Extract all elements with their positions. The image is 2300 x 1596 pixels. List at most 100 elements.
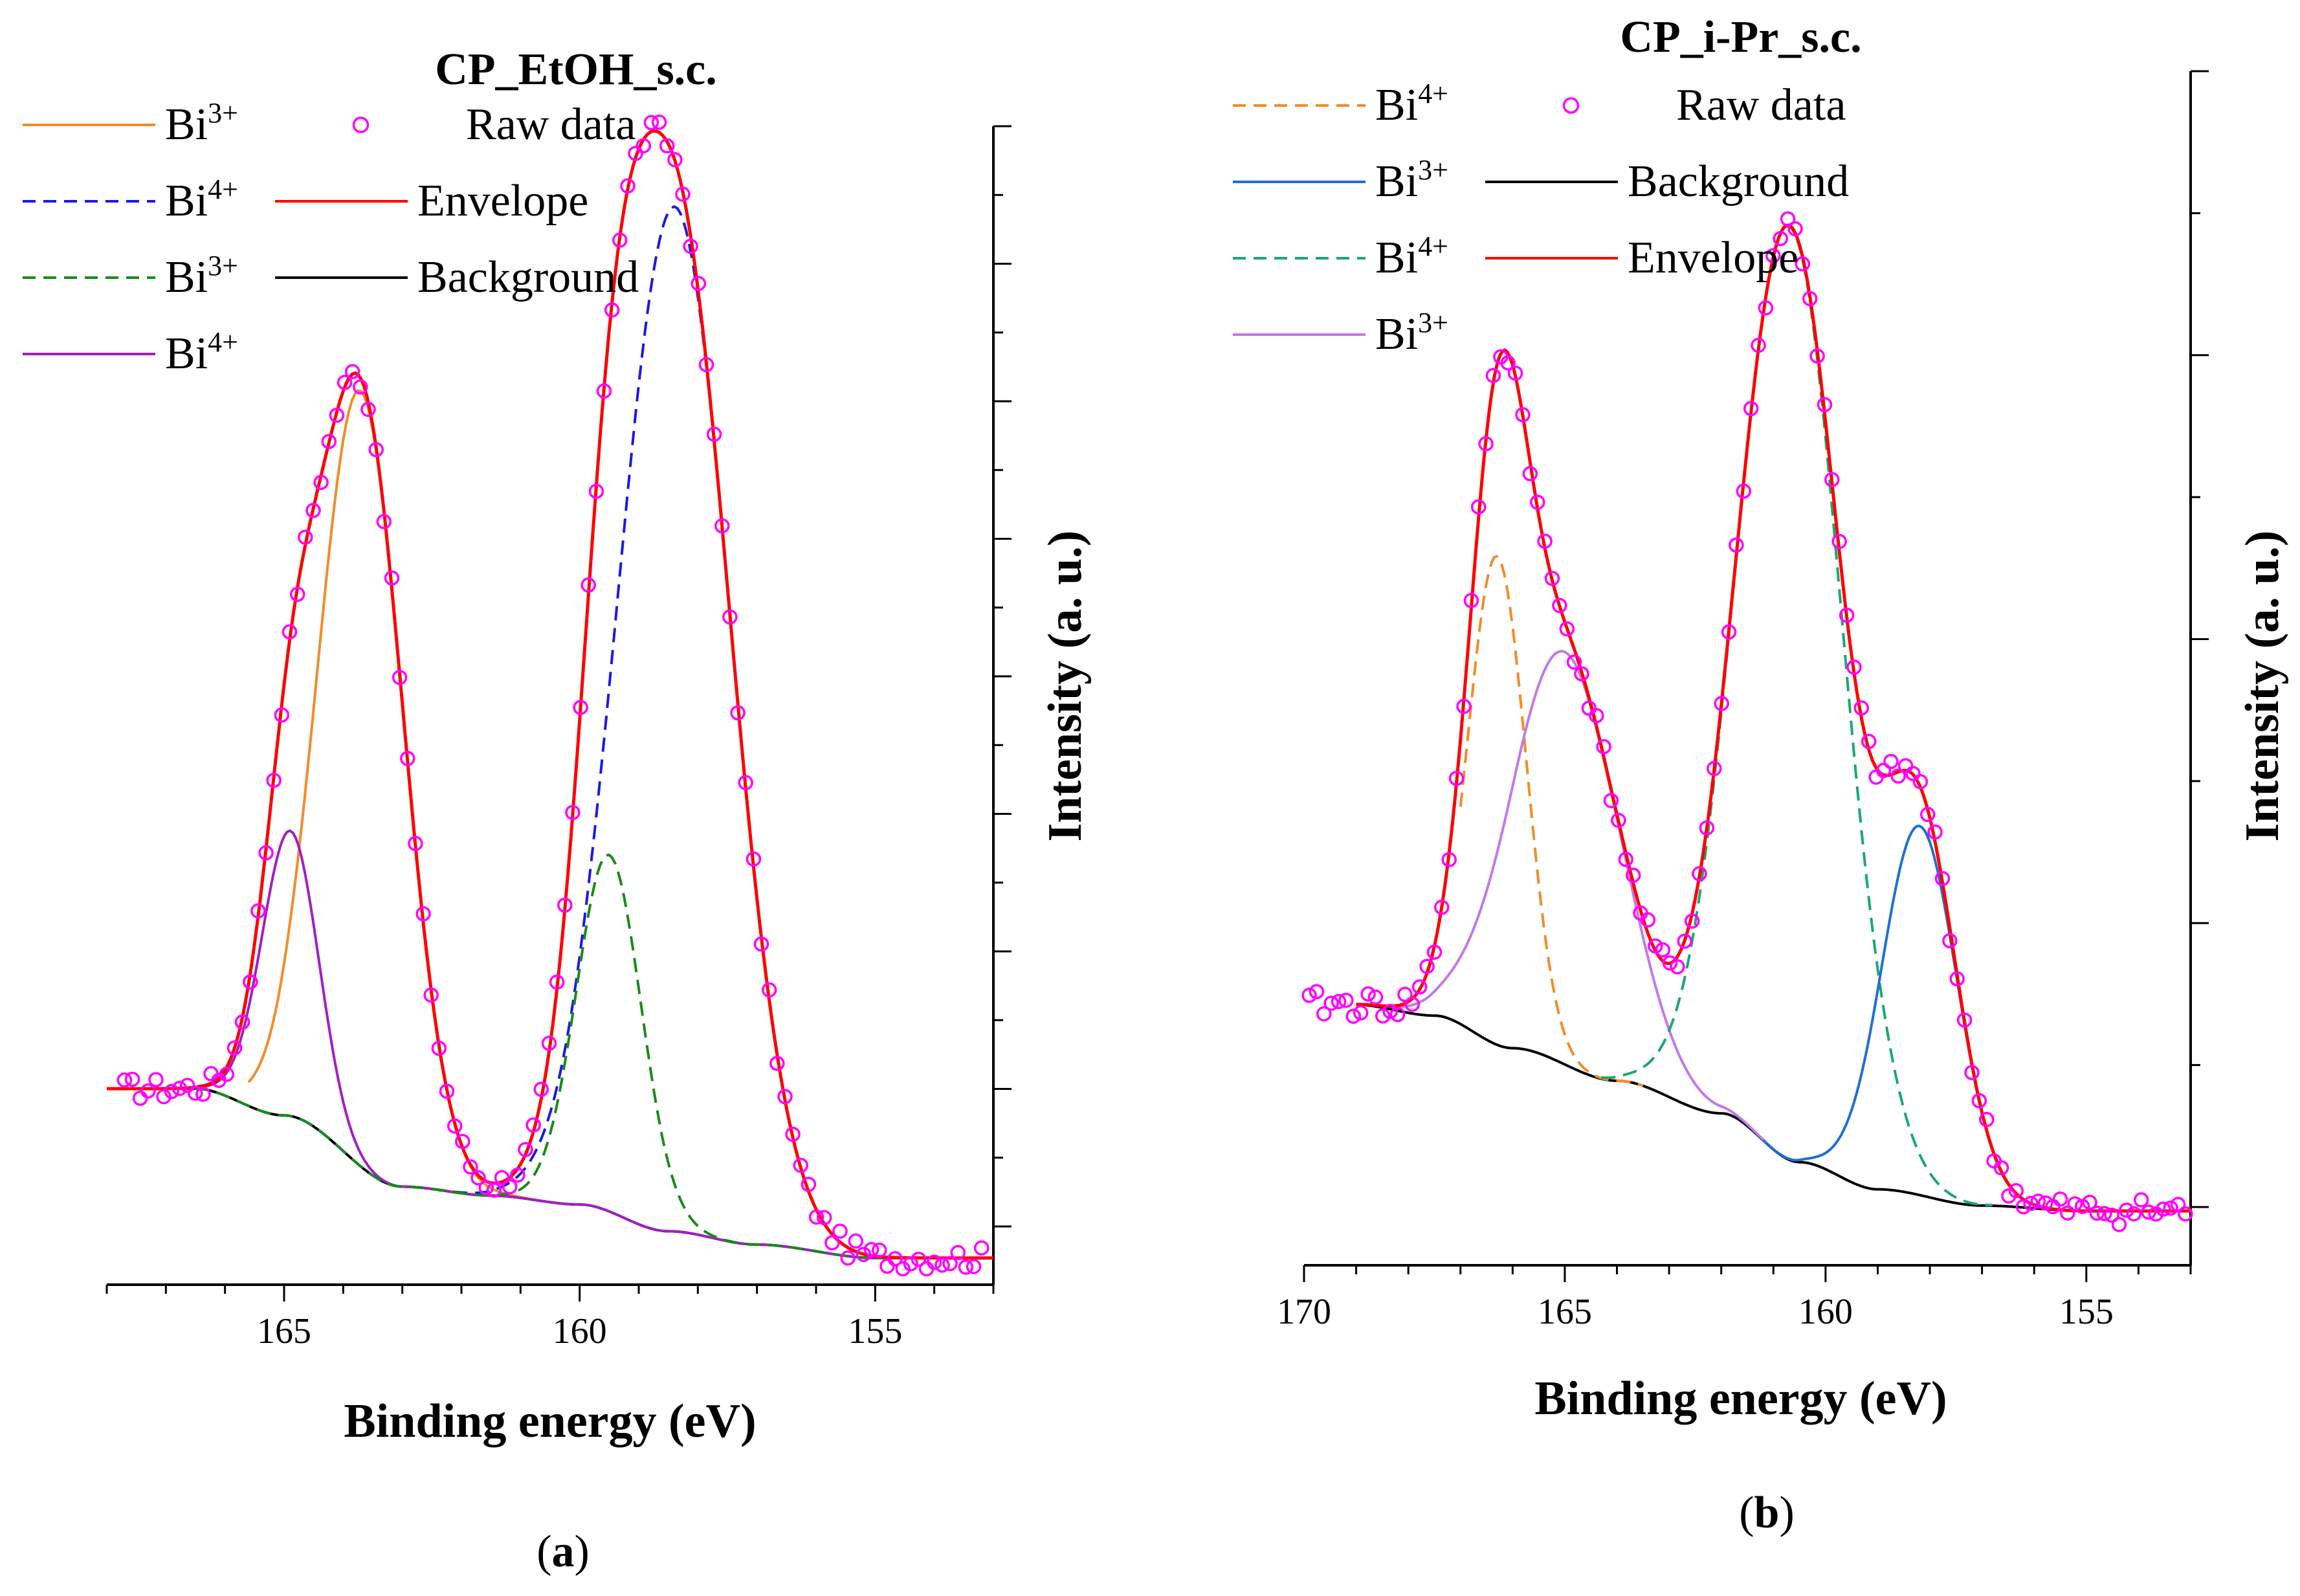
raw-data-point (1530, 494, 1545, 510)
legend-entry-background: Background (1485, 157, 1849, 206)
raw-data-point (565, 804, 581, 821)
y-axis-label-a: Intensity (a. u.) (1039, 530, 1092, 841)
raw-data-point (1875, 762, 1892, 779)
raw-data-point (400, 751, 415, 766)
raw-data-point (824, 1235, 840, 1251)
raw-data-point (337, 375, 353, 390)
series-envelope (107, 129, 993, 1260)
raw-data-point (1640, 912, 1656, 928)
raw-data-point (942, 1256, 958, 1272)
legend-superscript: 4+ (208, 326, 238, 358)
raw-data-point (2052, 1191, 2068, 1207)
raw-data-point (636, 138, 652, 153)
legend-marker (1562, 97, 1580, 114)
raw-data-point (1456, 698, 1472, 715)
panel-letter-a: a (552, 1527, 575, 1577)
x-tick-label: 170 (1277, 1292, 1331, 1332)
raw-data-point (431, 1041, 447, 1056)
raw-data-point (282, 624, 298, 640)
raw-data-point (1537, 533, 1553, 549)
legend-superscript: 3+ (208, 97, 238, 129)
raw-data-point (753, 936, 769, 952)
raw-data-point (384, 570, 400, 586)
raw-data-point (1677, 933, 1693, 949)
raw-data-point (879, 1258, 895, 1274)
chart-title-b: CP_i-Pr_s.c. (1620, 12, 1861, 62)
raw-data-point (1485, 368, 1501, 383)
raw-data-point (1971, 1093, 1987, 1109)
legend-text: Raw data (466, 100, 636, 150)
series-bi3_green (107, 853, 993, 1259)
raw-data-point (1824, 472, 1840, 487)
raw-data-point (344, 364, 360, 379)
raw-data-point (1331, 993, 1347, 1010)
raw-data-point (518, 1142, 533, 1157)
raw-data-point (360, 401, 376, 417)
raw-data-point (502, 1179, 518, 1195)
raw-data-point (439, 1083, 455, 1099)
raw-data-point (1375, 1008, 1391, 1024)
raw-data-point (863, 1241, 879, 1258)
raw-data-point (722, 609, 738, 625)
raw-data-point (1522, 466, 1538, 482)
raw-data-point (966, 1259, 982, 1274)
raw-data-point (1389, 1006, 1406, 1023)
chart-title-a: CP_EtOH_s.c. (435, 45, 717, 94)
legend-text: Bi (1375, 157, 1418, 206)
raw-data-point (848, 1233, 864, 1249)
raw-data-point (973, 1240, 990, 1256)
raw-data-point (2156, 1201, 2171, 1217)
raw-data-point (1589, 708, 1604, 724)
legend-label: Envelope (1628, 233, 1798, 283)
raw-data-point (148, 1072, 164, 1087)
raw-data-point (1566, 654, 1582, 670)
raw-data-point (1787, 221, 1803, 237)
raw-data-point (691, 276, 707, 291)
raw-data-point (1795, 256, 1811, 272)
legend-text: Bi (165, 252, 208, 302)
raw-data-point (1441, 852, 1457, 867)
raw-data-point (1360, 986, 1376, 1002)
raw-data-point (1316, 1006, 1332, 1022)
raw-data-point (1993, 1160, 2009, 1176)
legend-entry-bi3_lilac: Bi3+ (1233, 307, 1448, 359)
raw-data-point (628, 146, 643, 161)
raw-data-point (1338, 992, 1354, 1008)
raw-data-point (738, 775, 753, 791)
raw-data-point (643, 115, 659, 131)
raw-data-point (612, 232, 628, 248)
raw-data-point (124, 1071, 140, 1087)
raw-data-point (179, 1078, 195, 1093)
raw-data-point (1419, 959, 1435, 974)
panel-label-a: (a) (536, 1527, 590, 1577)
legend-entry-bi4_purple: Bi4+ (23, 326, 238, 379)
raw-data-point (187, 1085, 203, 1101)
raw-data-point (258, 845, 274, 861)
raw-data-point (1434, 900, 1450, 915)
raw-data-point (620, 178, 636, 194)
raw-data-point (1743, 401, 1759, 417)
raw-data-point (1919, 806, 1936, 823)
raw-data-point (1345, 1008, 1362, 1024)
raw-data-point (1603, 793, 1619, 808)
raw-data-point (887, 1251, 903, 1267)
raw-data-point (274, 707, 290, 723)
raw-data-point (494, 1169, 510, 1186)
raw-data-point (1780, 211, 1796, 227)
y-axis-label-b: Intensity (a. u.) (2236, 530, 2289, 841)
raw-data-point (415, 906, 431, 922)
legend-entry-raw: Raw data (1562, 80, 1846, 130)
legend-text: Bi (165, 100, 208, 150)
raw-data-point (1426, 944, 1443, 960)
raw-data-point (1839, 607, 1855, 623)
raw-data-point (557, 897, 573, 913)
raw-data-point (455, 1133, 470, 1149)
x-tick-label: 160 (1798, 1292, 1853, 1332)
raw-data-point (1662, 955, 1678, 971)
raw-data-point (2163, 1200, 2178, 1216)
raw-data-point (604, 302, 620, 318)
raw-data-point (1500, 355, 1516, 371)
raw-data-point (1707, 760, 1722, 777)
raw-data-point (313, 474, 329, 491)
raw-data-point (596, 383, 612, 399)
